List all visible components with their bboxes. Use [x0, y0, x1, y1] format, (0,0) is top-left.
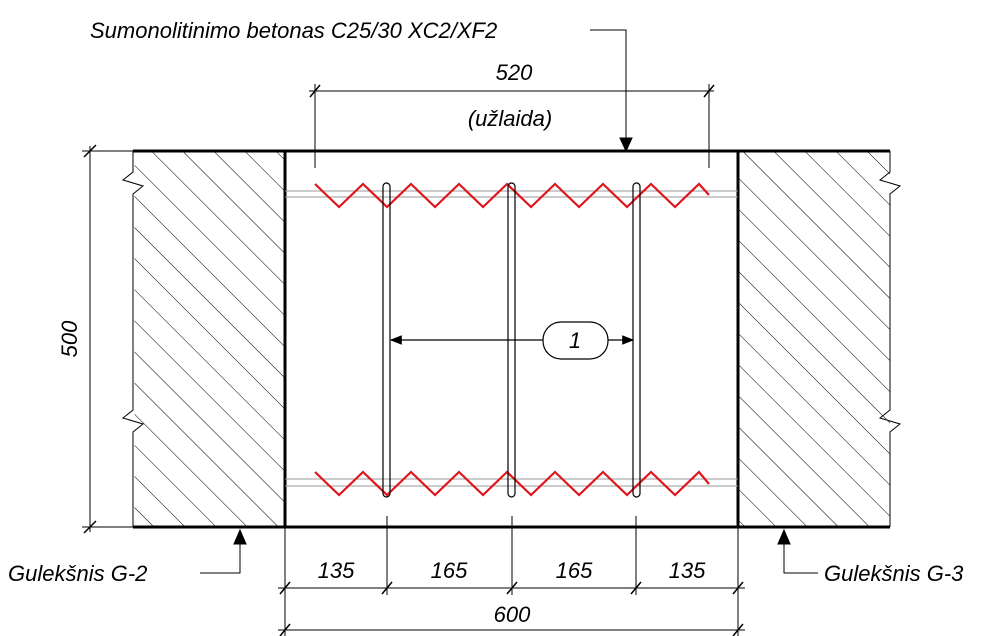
total-width: 600	[494, 602, 531, 627]
zigzag-rebar-top	[314, 182, 710, 209]
left-break-lines	[121, 151, 145, 527]
spacing-dimension-lines	[278, 516, 745, 636]
left-beam-leader	[200, 528, 247, 574]
spacing-3: 165	[556, 558, 593, 583]
spacing-1: 135	[318, 558, 355, 583]
concrete-leader	[590, 29, 633, 153]
right-break-lines	[878, 151, 902, 527]
spacing-2: 165	[431, 558, 468, 583]
zigzag-rebar-bottom	[314, 470, 710, 497]
callout-bubble	[542, 321, 609, 360]
overlap-note: (užlaida)	[468, 106, 552, 131]
left-beam-label: Gulekšnis G-2	[8, 561, 147, 586]
left-beam-section	[131, 151, 284, 527]
overlap-value: 520	[496, 60, 533, 85]
callout-number: 1	[569, 328, 581, 353]
concrete-label: Sumonolitinimo betonas C25/30 XC2/XF2	[90, 18, 497, 43]
right-beam-leader	[777, 528, 818, 574]
height-value: 500	[57, 320, 82, 357]
longitudinal-bars	[285, 190, 738, 487]
spacing-4: 135	[669, 558, 706, 583]
right-beam-section	[738, 151, 890, 527]
right-beam-label: Gulekšnis G-3	[824, 561, 964, 586]
stirrup-3	[632, 182, 641, 498]
stirrup-1	[382, 182, 391, 498]
overlap-dimension	[309, 84, 715, 168]
height-dimension	[82, 144, 133, 534]
